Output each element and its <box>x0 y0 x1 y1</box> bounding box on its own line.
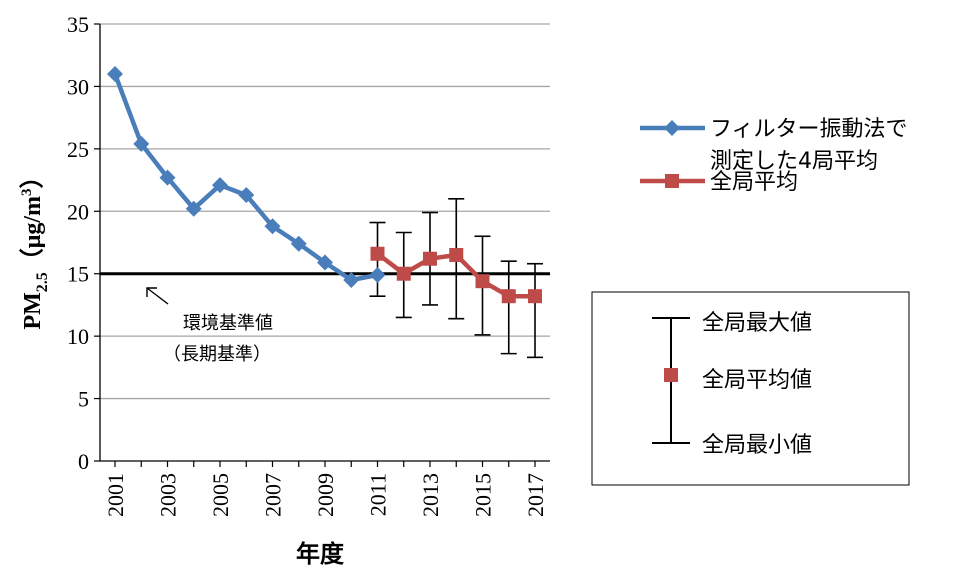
reference-annotation: 環境基準値 （長期基準） <box>146 287 273 365</box>
y-label-unit-open: （μg/m <box>19 196 46 272</box>
x-tick-label-2011: 2011 <box>366 473 391 516</box>
y-tick-label-15: 15 <box>67 262 89 287</box>
series-legend: フィルター振動法で 測定した4局平均 全局平均 <box>640 117 908 195</box>
x-tick-label-2007: 2007 <box>261 473 286 517</box>
legend-label-series-1-line1: フィルター振動法で <box>710 117 908 142</box>
series-1-point-2009 <box>317 254 333 271</box>
y-label-sub: 2.5 <box>34 272 51 292</box>
error-bars <box>369 198 543 359</box>
y-tick-label-10: 10 <box>67 324 89 349</box>
y-tick-label-0: 0 <box>78 449 89 474</box>
series-2-point-2013 <box>423 251 437 266</box>
errorbar-legend-max-label: 全局最大値 <box>702 311 812 336</box>
gridlines <box>100 23 550 400</box>
series-1-point-2008 <box>290 235 307 252</box>
series-2-point-2014 <box>449 247 464 262</box>
y-tick-label-5: 5 <box>78 387 89 412</box>
x-tick-label-2003: 2003 <box>156 473 181 517</box>
y-axis-label: PM2.5（μg/m3） <box>19 164 51 329</box>
y-tick-label-35: 35 <box>67 12 89 37</box>
y-label-unit-close: ） <box>19 164 46 188</box>
series-lines <box>107 65 542 304</box>
errorbar-legend-box <box>591 291 910 486</box>
y-tick-label-30: 30 <box>67 74 89 99</box>
x-tick-label-2001: 2001 <box>103 473 128 517</box>
series-1-line <box>112 73 378 283</box>
errorbar-legend-mean-marker <box>664 368 678 382</box>
y-label-unit-sup: 3 <box>19 188 35 196</box>
x-tick-label-2015: 2015 <box>471 473 496 517</box>
x-tick-label-2017: 2017 <box>523 473 548 517</box>
errorbar-legend-min-label: 全局最小値 <box>702 433 812 458</box>
y-tick-label-25: 25 <box>67 137 89 162</box>
x-axis-label: 年度 <box>296 540 345 568</box>
series-1-point-2011 <box>369 266 386 283</box>
series-1-point-2001 <box>107 65 123 82</box>
x-tick-label-2005: 2005 <box>208 473 233 517</box>
errorbar-legend: 全局最大値 全局平均値 全局最小値 <box>591 291 910 486</box>
annotation-arrow-shaft <box>146 287 169 305</box>
x-tick-labels: 2001 2003 2005 2007 2009 2011 2013 2015 2017 <box>103 473 548 517</box>
series-2-point-2015 <box>475 274 490 289</box>
series-1-point-2003 <box>159 169 176 186</box>
series-1-point-2010 <box>343 271 360 288</box>
series-1-point-2004 <box>185 200 202 217</box>
reference-label-line1: 環境基準値 <box>183 313 273 334</box>
legend-marker-series-1 <box>664 120 680 136</box>
legend-marker-series-2 <box>665 174 679 188</box>
y-tick-labels: 0 5 10 15 20 25 30 35 <box>67 12 89 474</box>
series-1-point-2005 <box>212 177 228 194</box>
series-1-point-2007 <box>264 218 281 235</box>
x-tick-label-2009: 2009 <box>313 473 338 517</box>
series-1-point-2002 <box>133 135 150 152</box>
x-tick-label-2013: 2013 <box>418 473 443 517</box>
series-1-point-2006 <box>238 187 255 204</box>
series-2-point-2017 <box>528 289 542 304</box>
legend-label-series-2: 全局平均 <box>710 170 798 195</box>
y-label-main: PM <box>20 292 46 329</box>
errorbar-legend-mean-label: 全局平均値 <box>702 368 812 393</box>
legend-label-series-1-line2: 測定した4局平均 <box>710 149 878 174</box>
reference-label-line2: （長期基準） <box>163 344 271 365</box>
y-tick-label-20: 20 <box>67 199 89 224</box>
series-2-point-2016 <box>501 289 516 304</box>
axes <box>94 23 550 467</box>
annotation-arrow-head <box>146 287 157 297</box>
series-2-point-2011 <box>370 246 385 261</box>
series-2-point-2012 <box>396 266 411 281</box>
